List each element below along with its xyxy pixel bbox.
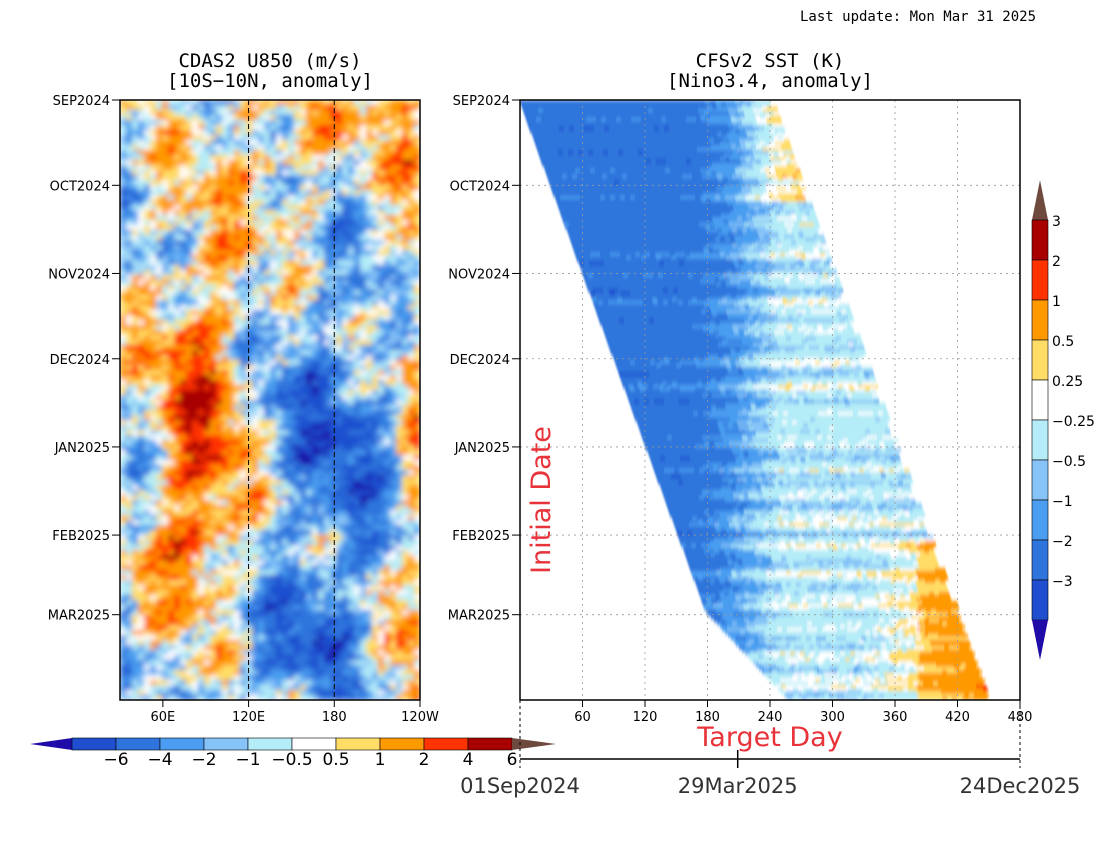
colorbar-swatch <box>247 737 293 751</box>
u850-plot-frame <box>119 99 421 701</box>
colorbar-label: 1 <box>1052 294 1061 310</box>
colorbar-swatch <box>115 737 161 751</box>
colorbar-swatch <box>1031 299 1049 341</box>
colorbar-swatch <box>291 737 337 751</box>
colorbar-label: −1 <box>235 750 260 770</box>
x-tick-label: 300 <box>820 710 845 725</box>
colorbar-swatch <box>203 737 249 751</box>
colorbar-label: −4 <box>147 750 172 770</box>
colorbar-label: 1 <box>375 750 386 770</box>
x-tick-label: 180 <box>695 710 720 725</box>
u850-y-axis: SEP2024 OCT2024 NOV2024 DEC2024 JAN2025 FEB20… <box>48 94 120 624</box>
x-tick-label: 240 <box>758 710 783 725</box>
colorbar-swatch <box>71 737 117 751</box>
date-axis-label: 29Mar2025 <box>678 774 798 798</box>
colorbar-label: 3 <box>1052 214 1061 230</box>
colorbar-label: −1 <box>1052 494 1073 510</box>
u850-x-axis: 60E 120E 180 120W <box>150 700 439 725</box>
u850-hovmoller-field <box>120 100 420 700</box>
x-tick-label: 180 <box>322 710 347 725</box>
colorbar-swatch <box>1031 499 1049 541</box>
y-tick-label: MAR2025 <box>48 609 110 624</box>
y-tick-label: MAR2025 <box>448 609 510 624</box>
colorbar-swatch <box>1031 339 1049 381</box>
colorbar-label: 0.5 <box>322 750 349 770</box>
target-date-axis: 01Sep2024 29Mar2025 24Dec2025 <box>460 700 1080 798</box>
date-axis-label: 01Sep2024 <box>460 774 580 798</box>
y-tick-label: NOV2024 <box>48 267 110 282</box>
x-tick-label: 480 <box>1008 710 1033 725</box>
sst-x-axis-title: Target Day <box>696 722 842 753</box>
colorbar-swatch <box>423 737 469 751</box>
u850-subtitle: [10S−10N, anomaly] <box>167 70 373 92</box>
u850-colorbar: −6 −4 −2 −1 −0.5 0.5 1 2 4 6 <box>30 737 556 770</box>
sst-y-axis-title: Initial Date <box>526 426 557 574</box>
colorbar-label: 0.25 <box>1052 374 1083 390</box>
colorbar-swatch <box>467 737 513 751</box>
colorbar-label: 0.5 <box>1052 334 1074 350</box>
sst-y-axis: SEP2024 OCT2024 NOV2024 DEC2024 JAN2025 FEB20… <box>448 94 520 624</box>
sst-panel: CFSv2 SST (K) [Nino3.4, anomaly] SEP2024… <box>448 50 1095 798</box>
colorbar-swatch <box>1031 539 1049 581</box>
colorbar-label: 2 <box>419 750 430 770</box>
colorbar-label: −0.5 <box>1052 454 1086 470</box>
u850-panel: CDAS2 U850 (m/s) [10S−10N, anomaly] SEP2… <box>30 50 556 770</box>
colorbar-swatch <box>379 737 425 751</box>
colorbar-label: 6 <box>507 750 518 770</box>
x-tick-label: 60 <box>574 710 591 725</box>
colorbar-arrow-low <box>30 738 72 750</box>
sst-colorbar: 3 2 1 0.5 0.25 −0.25 −0.5 −1 −2 −3 <box>1031 180 1095 660</box>
colorbar-swatch <box>1031 419 1049 461</box>
u850-title: CDAS2 U850 (m/s) <box>178 50 361 72</box>
colorbar-swatch <box>335 737 381 751</box>
colorbar-label: 2 <box>1052 254 1061 270</box>
x-tick-label: 60E <box>150 710 175 725</box>
colorbar-swatch <box>1031 459 1049 501</box>
u850-meridian-lines <box>248 100 335 700</box>
sst-forecast-field <box>520 100 990 700</box>
y-tick-label: FEB2025 <box>452 529 510 544</box>
colorbar-swatch <box>159 737 205 751</box>
x-tick-label: 120W <box>401 710 439 725</box>
y-tick-label: DEC2024 <box>450 353 510 368</box>
colorbar-label: −0.25 <box>1052 414 1095 430</box>
y-tick-label: SEP2024 <box>53 94 110 109</box>
colorbar-label: −2 <box>1052 534 1073 550</box>
date-axis-label: 24Dec2025 <box>960 774 1081 798</box>
y-tick-label: OCT2024 <box>50 179 110 194</box>
y-tick-label: DEC2024 <box>50 353 110 368</box>
colorbar-swatch <box>1031 219 1049 261</box>
colorbar-swatch <box>1031 259 1049 301</box>
x-tick-label: 120E <box>232 710 265 725</box>
y-tick-label: SEP2024 <box>453 94 510 109</box>
last-update-text: Last update: Mon Mar 31 2025 <box>800 9 1036 25</box>
colorbar-label: −6 <box>103 750 128 770</box>
sst-title: CFSv2 SST (K) <box>696 50 845 72</box>
y-tick-label: JAN2025 <box>54 441 110 456</box>
x-tick-label: 420 <box>945 710 970 725</box>
colorbar-label: −2 <box>191 750 216 770</box>
colorbar-label: −0.5 <box>271 750 312 770</box>
y-tick-label: OCT2024 <box>450 179 510 194</box>
colorbar-label: −3 <box>1052 574 1073 590</box>
x-tick-label: 120 <box>633 710 658 725</box>
colorbar-swatch <box>1031 579 1049 621</box>
colorbar-label: 4 <box>463 750 474 770</box>
y-tick-label: FEB2025 <box>52 529 110 544</box>
colorbar-arrow-high <box>1032 180 1048 220</box>
colorbar-arrow-high <box>512 738 556 750</box>
x-tick-label: 360 <box>883 710 908 725</box>
y-tick-label: JAN2025 <box>454 441 510 456</box>
colorbar-arrow-low <box>1032 620 1048 660</box>
colorbar-swatch <box>1031 379 1049 421</box>
y-tick-label: NOV2024 <box>448 267 510 282</box>
sst-subtitle: [Nino3.4, anomaly] <box>667 70 873 92</box>
sst-x-axis: 60 120 180 240 300 360 420 480 <box>574 700 1032 725</box>
